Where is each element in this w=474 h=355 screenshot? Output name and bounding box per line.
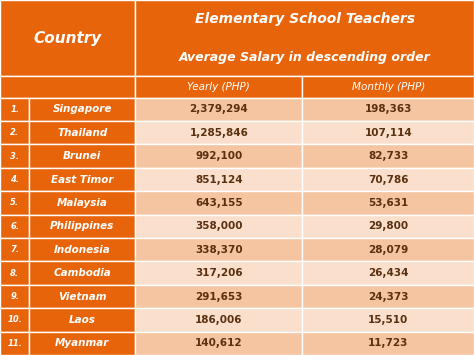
Text: Average Salary in descending order: Average Salary in descending order	[179, 51, 430, 64]
Bar	[0, 144, 29, 168]
Text: Brunei: Brunei	[63, 151, 101, 161]
Text: 317,206: 317,206	[195, 268, 243, 278]
Bar	[302, 308, 474, 332]
Text: East Timor: East Timor	[51, 175, 113, 185]
Text: 10.: 10.	[7, 315, 22, 324]
Text: 6.: 6.	[10, 222, 19, 231]
Text: Malaysia: Malaysia	[57, 198, 108, 208]
Bar	[0, 285, 29, 308]
Bar	[29, 285, 135, 308]
Text: 24,373: 24,373	[368, 291, 409, 301]
Text: 992,100: 992,100	[195, 151, 242, 161]
Text: Myanmar: Myanmar	[55, 338, 109, 348]
Bar	[135, 332, 302, 355]
Text: 358,000: 358,000	[195, 221, 243, 231]
Text: 82,733: 82,733	[368, 151, 409, 161]
Text: 338,370: 338,370	[195, 245, 243, 255]
Text: 8.: 8.	[10, 269, 19, 278]
Bar	[302, 215, 474, 238]
Bar	[29, 261, 135, 285]
Bar	[29, 121, 135, 144]
Bar	[302, 191, 474, 215]
Text: Singapore: Singapore	[53, 104, 112, 114]
Bar	[29, 238, 135, 261]
Bar	[135, 215, 302, 238]
Bar	[0, 332, 29, 355]
Text: 851,124: 851,124	[195, 175, 243, 185]
Bar	[135, 285, 302, 308]
Text: 9.: 9.	[10, 292, 19, 301]
Bar	[302, 98, 474, 121]
Bar	[29, 98, 135, 121]
Text: Indonesia: Indonesia	[54, 245, 110, 255]
Bar	[135, 191, 302, 215]
Bar	[0, 0, 135, 76]
Text: 186,006: 186,006	[195, 315, 243, 325]
Bar	[302, 144, 474, 168]
Text: 1,285,846: 1,285,846	[189, 128, 248, 138]
Text: 140,612: 140,612	[195, 338, 243, 348]
Bar	[0, 191, 29, 215]
Bar	[302, 76, 474, 98]
Bar	[29, 215, 135, 238]
Text: Monthly (PHP): Monthly (PHP)	[352, 82, 425, 92]
Bar	[135, 144, 302, 168]
Bar	[0, 121, 29, 144]
Bar	[135, 168, 302, 191]
Bar	[0, 238, 29, 261]
Text: 2,379,294: 2,379,294	[190, 104, 248, 114]
Bar	[302, 121, 474, 144]
Text: 3.: 3.	[10, 152, 19, 160]
Text: 4.: 4.	[10, 175, 19, 184]
Text: 7.: 7.	[10, 245, 19, 254]
Bar	[0, 98, 29, 121]
Text: Country: Country	[34, 31, 101, 46]
Text: 28,079: 28,079	[368, 245, 408, 255]
Bar	[135, 308, 302, 332]
Text: 26,434: 26,434	[368, 268, 409, 278]
Text: Thailand: Thailand	[57, 128, 108, 138]
Bar	[135, 121, 302, 144]
Text: 5.: 5.	[10, 198, 19, 207]
Bar	[29, 332, 135, 355]
Bar	[135, 98, 302, 121]
Text: Elementary School Teachers: Elementary School Teachers	[194, 12, 415, 26]
Text: 11.: 11.	[7, 339, 22, 348]
Bar	[302, 285, 474, 308]
Text: 53,631: 53,631	[368, 198, 408, 208]
Bar	[29, 308, 135, 332]
Text: Philippines: Philippines	[50, 221, 114, 231]
Bar	[135, 261, 302, 285]
Bar	[0, 168, 29, 191]
Text: 11,723: 11,723	[368, 338, 409, 348]
Bar	[302, 238, 474, 261]
Bar	[302, 168, 474, 191]
Text: 643,155: 643,155	[195, 198, 243, 208]
Text: 29,800: 29,800	[368, 221, 408, 231]
Bar	[0, 76, 135, 98]
Bar	[135, 238, 302, 261]
Bar	[29, 168, 135, 191]
Text: 2.: 2.	[10, 128, 19, 137]
Bar	[0, 215, 29, 238]
Bar	[135, 0, 474, 76]
Bar	[0, 261, 29, 285]
Text: 291,653: 291,653	[195, 291, 242, 301]
Text: 107,114: 107,114	[365, 128, 412, 138]
Bar	[29, 144, 135, 168]
Text: 70,786: 70,786	[368, 175, 409, 185]
Text: 198,363: 198,363	[365, 104, 412, 114]
Bar	[29, 191, 135, 215]
Bar	[302, 261, 474, 285]
Bar	[0, 308, 29, 332]
Text: Cambodia: Cambodia	[54, 268, 111, 278]
Text: 15,510: 15,510	[368, 315, 408, 325]
Bar	[302, 332, 474, 355]
Text: Vietnam: Vietnam	[58, 291, 107, 301]
Text: Laos: Laos	[69, 315, 96, 325]
Text: 1.: 1.	[10, 105, 19, 114]
Bar	[135, 76, 302, 98]
Text: Yearly (PHP): Yearly (PHP)	[187, 82, 250, 92]
